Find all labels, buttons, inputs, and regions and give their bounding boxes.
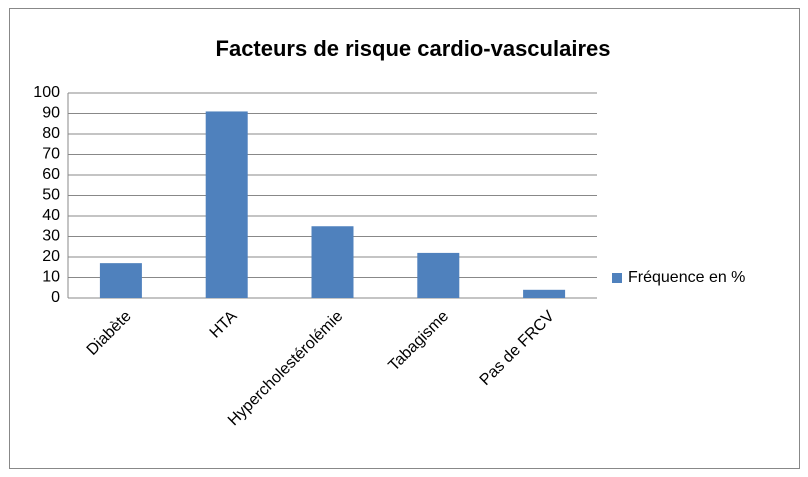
bar xyxy=(523,289,566,298)
bar xyxy=(205,111,248,298)
legend-swatch xyxy=(612,273,622,283)
y-tick-label: 30 xyxy=(42,228,60,245)
legend-label: Fréquence en % xyxy=(628,269,745,286)
bar xyxy=(99,263,142,298)
y-tick-label: 60 xyxy=(42,166,60,183)
chart-border xyxy=(9,8,800,469)
chart-title: Facteurs de risque cardio-vasculaires xyxy=(216,36,611,61)
y-tick-label: 90 xyxy=(42,105,60,122)
y-tick-label: 50 xyxy=(42,187,60,204)
y-tick-label: 100 xyxy=(33,84,60,101)
bar xyxy=(311,226,354,298)
y-tick-label: 70 xyxy=(42,146,60,163)
bar xyxy=(417,252,460,298)
y-tick-label: 0 xyxy=(51,289,60,306)
y-tick-label: 40 xyxy=(42,207,60,224)
y-tick-label: 20 xyxy=(42,248,60,265)
y-tick-label: 10 xyxy=(42,269,60,286)
y-tick-label: 80 xyxy=(42,125,60,142)
